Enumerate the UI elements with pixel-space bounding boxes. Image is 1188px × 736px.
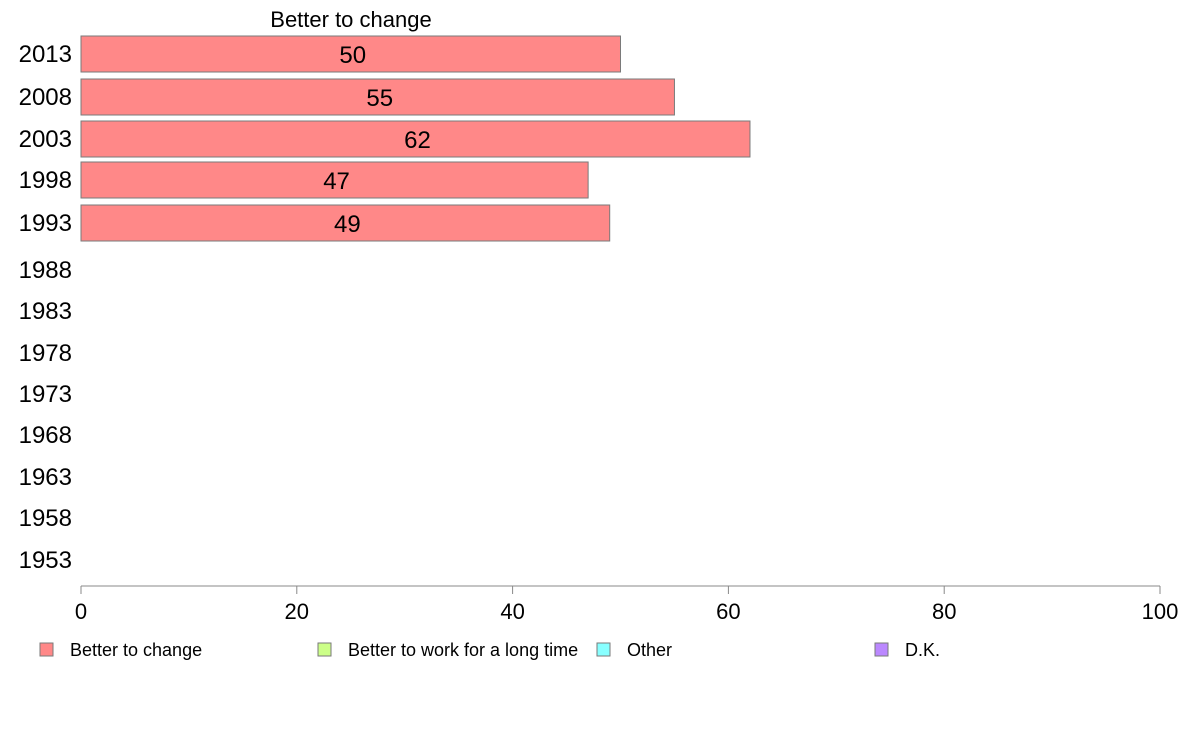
x-axis: 0 20 40 60 80 100 (75, 585, 1179, 624)
x-tick-label: 40 (500, 599, 524, 624)
y-tick-label: 2003 (19, 126, 72, 153)
legend-label: D.K. (905, 640, 940, 660)
y-tick-label: 1963 (19, 464, 72, 491)
y-tick-label: 1983 (19, 298, 72, 325)
y-tick-label: 1968 (19, 422, 72, 449)
legend-label: Other (627, 640, 672, 660)
chart-title: Better to change (270, 7, 431, 32)
x-tick-label: 80 (932, 599, 956, 624)
y-tick-label: 1978 (19, 340, 72, 367)
y-tick-label: 1988 (19, 257, 72, 284)
y-tick-label: 2008 (19, 84, 72, 111)
bar-value-label: 55 (366, 85, 393, 112)
x-tick-label: 0 (75, 599, 87, 624)
y-axis-labels: 2013 2008 2003 1998 1993 1988 1983 1978 1973 1968… (19, 41, 72, 574)
bar-1993 (80, 204, 611, 242)
y-tick-label: 2013 (19, 41, 72, 68)
legend-label: Better to work for a long time (348, 640, 578, 660)
legend-swatch (39, 642, 54, 657)
bar-2008 (80, 78, 675, 116)
bar-2003 (80, 120, 751, 158)
y-tick-label: 1998 (19, 167, 72, 194)
bar-value-label: 49 (334, 211, 361, 238)
bar-value-label: 62 (404, 127, 431, 154)
y-tick-label: 1973 (19, 381, 72, 408)
x-tick-label: 20 (285, 599, 309, 624)
legend: Better to change Better to work for a lon… (39, 640, 940, 660)
bar-value-label: 47 (323, 168, 350, 195)
bar-1998 (80, 161, 589, 199)
y-tick-label: 1993 (19, 210, 72, 237)
x-tick-label: 100 (1142, 599, 1179, 624)
legend-label: Better to change (70, 640, 202, 660)
bar-value-label: 50 (339, 42, 366, 69)
legend-swatch (596, 642, 611, 657)
x-tick-label: 60 (716, 599, 740, 624)
y-tick-label: 1953 (19, 547, 72, 574)
legend-swatch (874, 642, 889, 657)
bar-2013 (80, 35, 621, 73)
y-tick-label: 1958 (19, 505, 72, 532)
legend-swatch (317, 642, 332, 657)
